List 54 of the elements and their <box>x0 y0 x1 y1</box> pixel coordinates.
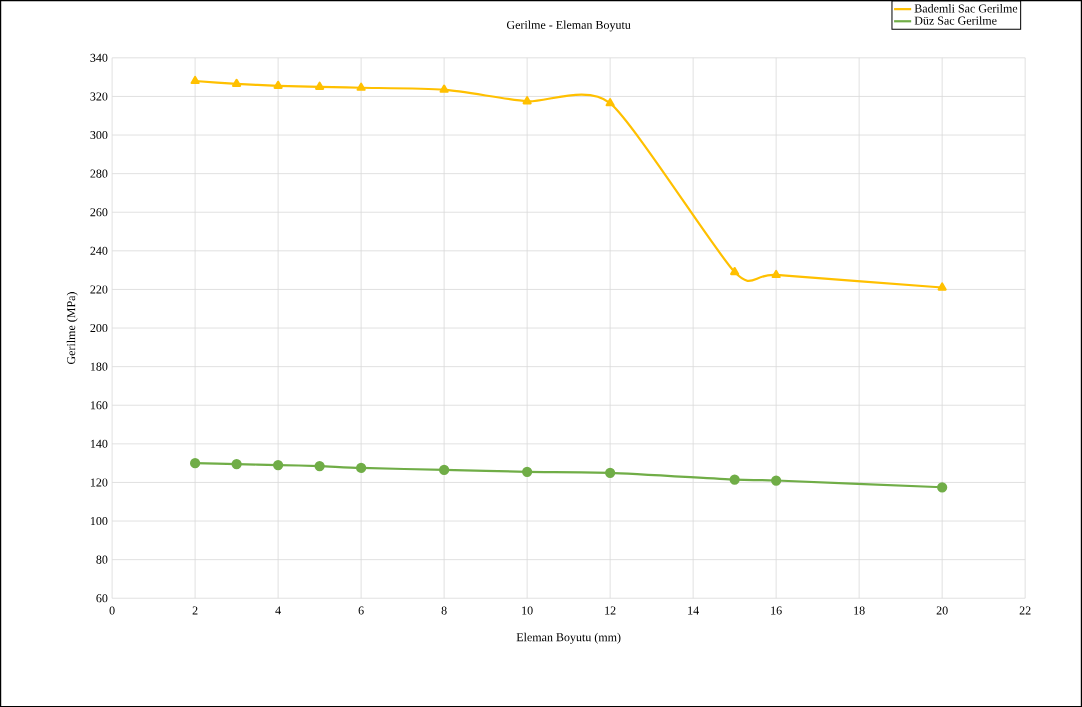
y-tick-label: 280 <box>90 169 108 178</box>
y-tick-label: 340 <box>90 53 108 62</box>
point <box>272 459 284 471</box>
point <box>314 460 325 472</box>
x-tick-label: 14 <box>688 606 699 615</box>
y-tick-label: 240 <box>90 246 108 255</box>
point <box>605 467 616 478</box>
y-tick-label: 300 <box>90 130 108 139</box>
point <box>356 82 366 91</box>
y-axis-title: Gerilme (MPa) <box>66 291 78 364</box>
y-tick-label: 160 <box>90 401 108 410</box>
point <box>355 462 367 473</box>
x-axis-title: Eleman Boyutu (mm) <box>516 632 621 644</box>
legend-label: Bademli Sac Gerilme <box>914 3 1018 13</box>
y-tick-label: 260 <box>90 208 108 217</box>
y-tick-label: 80 <box>96 555 108 564</box>
point <box>231 458 242 470</box>
point <box>190 75 200 84</box>
point <box>730 266 740 276</box>
point <box>605 97 615 107</box>
x-tick-label: 8 <box>441 606 447 615</box>
point <box>232 78 242 87</box>
point <box>273 80 283 89</box>
y-tick-label: 140 <box>90 439 108 448</box>
point <box>729 474 740 485</box>
x-tick-label: 22 <box>1019 606 1031 615</box>
x-tick-label: 16 <box>771 606 782 615</box>
y-tick-label: 120 <box>90 478 108 487</box>
point <box>439 84 449 93</box>
y-tick-label: 60 <box>96 594 108 603</box>
point <box>439 464 450 475</box>
point <box>937 282 947 291</box>
y-tick-label: 100 <box>90 516 108 525</box>
y-tick-label: 200 <box>90 323 108 332</box>
point <box>771 475 782 486</box>
legend-label: Düz Sac Gerilme <box>914 16 997 25</box>
y-tick-label: 320 <box>90 92 108 101</box>
x-tick-label: 20 <box>936 606 948 615</box>
x-tick-label: 10 <box>522 606 533 615</box>
point <box>771 269 781 278</box>
point <box>937 481 948 493</box>
x-tick-label: 12 <box>605 606 616 615</box>
point <box>189 457 201 469</box>
y-tick-label: 180 <box>90 362 108 371</box>
point <box>315 81 325 90</box>
x-tick-label: 18 <box>854 606 865 615</box>
point <box>522 95 532 105</box>
x-tick-label: 6 <box>358 606 364 615</box>
point <box>522 466 533 477</box>
x-tick-label: 0 <box>109 606 115 615</box>
x-tick-label: 4 <box>275 606 281 615</box>
y-tick-label: 220 <box>90 285 108 294</box>
x-tick-label: 2 <box>192 606 198 615</box>
chart-title: Gerilme - Eleman Boyutu <box>506 20 631 32</box>
